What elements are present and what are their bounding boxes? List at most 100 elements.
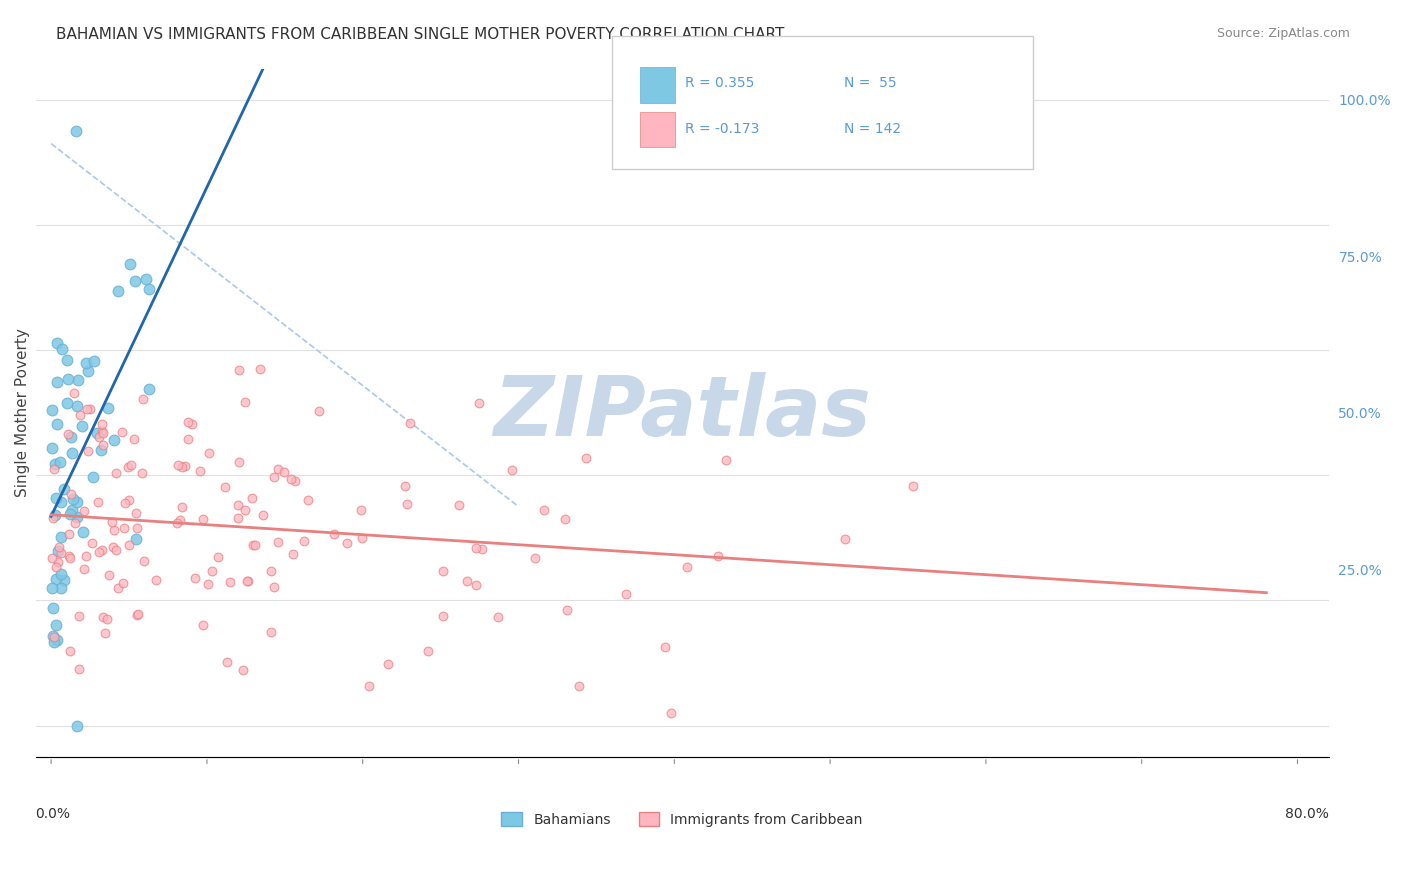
Point [73, 504, 96, 518]
Point [62, 385, 84, 400]
Y-axis label: Single Mother Poverty: Single Mother Poverty [15, 328, 30, 497]
Point [284, 475, 307, 489]
Point [170, 459, 193, 474]
Point [471, 541, 494, 556]
Point [169, 513, 191, 527]
Point [41, 402, 63, 417]
Point [183, 570, 205, 584]
Point [127, 607, 149, 621]
Point [554, 512, 576, 526]
Point [69, 408, 91, 422]
Point [170, 500, 193, 514]
Point [41, 441, 63, 455]
Point [75, 549, 97, 564]
Point [45, 376, 67, 390]
Point [214, 480, 236, 494]
Point [56, 427, 79, 442]
Point [124, 506, 146, 520]
Point [77, 364, 100, 378]
Point [45, 417, 67, 432]
Point [166, 516, 188, 530]
Text: N =  55: N = 55 [844, 76, 896, 90]
Point [58, 644, 80, 658]
Text: Source: ZipAtlas.com: Source: ZipAtlas.com [1216, 27, 1350, 40]
Point [228, 363, 250, 377]
Point [67, 608, 90, 623]
Point [41, 581, 63, 595]
Point [82, 470, 104, 484]
Point [97, 567, 120, 582]
Point [51, 495, 73, 509]
Point [59, 551, 82, 566]
Point [249, 362, 271, 376]
Point [555, 603, 578, 617]
Point [218, 575, 240, 590]
Point [198, 445, 221, 459]
Text: R = 0.355: R = 0.355 [685, 76, 754, 90]
Point [377, 657, 399, 672]
Point [465, 578, 488, 592]
Point [120, 458, 142, 472]
Point [232, 664, 254, 678]
Point [465, 541, 488, 555]
Point [834, 532, 856, 546]
Point [676, 560, 699, 574]
Point [181, 417, 204, 431]
Point [103, 524, 125, 538]
Point [177, 415, 200, 429]
Point [252, 508, 274, 523]
Point [91, 543, 114, 558]
Point [67, 662, 90, 676]
Point [281, 547, 304, 561]
Point [260, 564, 283, 578]
Point [280, 472, 302, 486]
Point [76, 443, 98, 458]
Point [73, 562, 96, 576]
Point [41, 550, 63, 565]
Point [215, 655, 238, 669]
Point [44, 508, 66, 522]
Point [49, 546, 72, 560]
Point [66, 495, 89, 509]
Point [59, 508, 82, 522]
Point [63, 516, 86, 531]
Point [236, 574, 259, 589]
Point [201, 564, 224, 578]
Point [107, 285, 129, 299]
Point [292, 533, 315, 548]
Point [107, 582, 129, 596]
Point [96, 611, 118, 625]
Point [486, 610, 509, 624]
Point [432, 565, 454, 579]
Point [58, 526, 80, 541]
Point [60, 430, 83, 444]
Point [238, 574, 260, 588]
Point [191, 618, 214, 632]
Point [533, 503, 555, 517]
Point [707, 549, 730, 564]
Point [80, 536, 103, 550]
Point [167, 458, 190, 472]
Point [45, 491, 67, 505]
Point [79, 401, 101, 416]
Point [138, 382, 160, 396]
Point [56, 396, 79, 410]
Point [48, 455, 70, 469]
Point [432, 609, 454, 624]
Point [60, 503, 83, 517]
Point [260, 625, 283, 640]
Point [90, 424, 112, 438]
Point [101, 540, 124, 554]
Point [124, 432, 146, 446]
Point [42, 629, 65, 643]
Point [72, 524, 94, 539]
Point [48, 541, 70, 555]
Point [131, 392, 153, 407]
Point [94, 626, 117, 640]
Point [124, 274, 146, 288]
Point [52, 482, 75, 496]
Point [468, 396, 491, 410]
Point [112, 575, 135, 590]
Point [46, 335, 69, 350]
Point [263, 580, 285, 594]
